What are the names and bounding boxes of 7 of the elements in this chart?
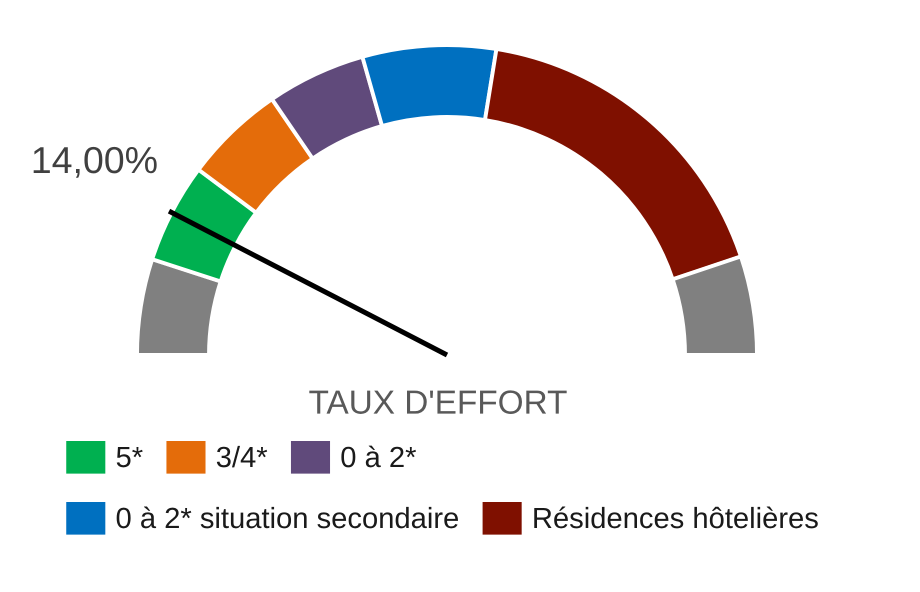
text: TAUX D'EFFORT [309,390,567,414]
legend-label: 0 à 2* [341,446,416,468]
text: 14,00% [34,146,157,178]
legend-label: Résidences hôtelières [534,506,818,528]
legend-label: 5* [116,446,143,468]
legend-label: 0 à 2* situation secondaire [116,506,458,528]
legend-label: 3/4* [216,446,268,468]
